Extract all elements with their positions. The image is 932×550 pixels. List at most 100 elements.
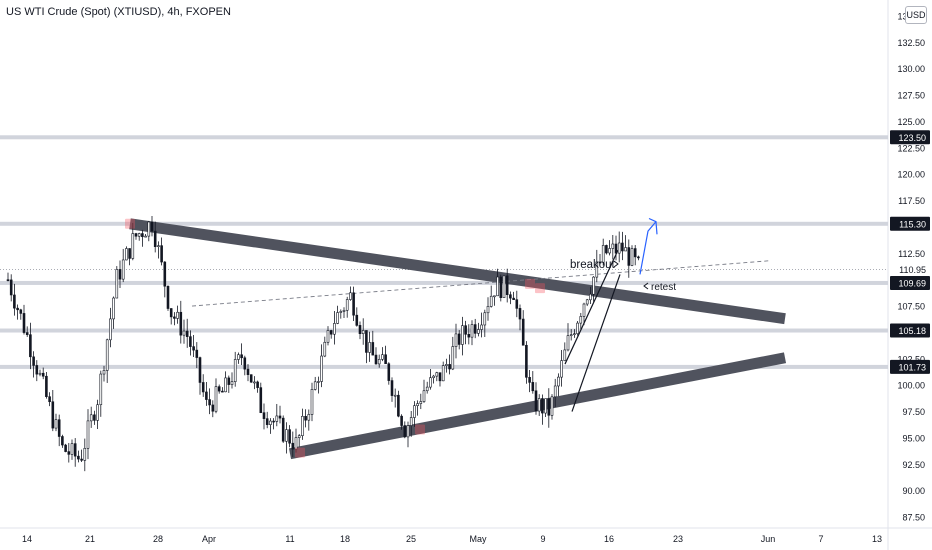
candle-body [470, 324, 474, 338]
pivot-marker [535, 283, 545, 294]
pivot-marker [295, 447, 305, 458]
candle-body [201, 382, 205, 393]
candle-body [9, 279, 13, 296]
candle-body [637, 256, 640, 259]
candle-body [496, 276, 499, 297]
candle-body [211, 404, 215, 412]
candle-body [96, 404, 99, 421]
candle-body [429, 377, 432, 388]
lower-trendline [288, 352, 787, 460]
candle-body [205, 391, 208, 400]
candle-body [105, 339, 109, 371]
candle-body [182, 330, 186, 336]
candle-body [185, 330, 189, 337]
y-tick-label: 125.00 [897, 117, 925, 127]
y-tick-label: 87.50 [902, 513, 925, 523]
candle-body [406, 425, 410, 438]
y-tick-label: 102.50 [897, 354, 925, 364]
candle-body [259, 387, 263, 413]
candle-body [342, 309, 346, 312]
price-label-box [890, 130, 930, 145]
dashed-trendline [191, 260, 771, 307]
price-label: 123.50 [898, 133, 926, 143]
price-label-box [890, 216, 930, 231]
horizontal-level-line [0, 135, 888, 140]
candle-body [77, 455, 80, 460]
candle-body [86, 420, 90, 449]
candle-body [281, 417, 285, 442]
candle-body [445, 364, 448, 366]
candle-body [57, 419, 61, 437]
candle-body [413, 405, 416, 418]
candle-body [550, 396, 554, 416]
candle-body [115, 269, 119, 299]
candle-body [352, 292, 355, 316]
candle-body [531, 382, 535, 392]
candle-body [64, 444, 67, 452]
candle-body [153, 230, 157, 247]
candle-body [67, 451, 71, 455]
candle-body [80, 458, 83, 461]
candle-body [438, 372, 442, 382]
candle-body [566, 335, 570, 351]
candle-body [70, 443, 74, 455]
y-tick-label: 112.50 [898, 249, 925, 259]
candle-body [489, 295, 493, 307]
candle-body [358, 325, 362, 334]
candle-body [150, 221, 154, 232]
candle-body [323, 341, 327, 357]
candle-body [109, 318, 112, 341]
y-tick-label: 132.50 [897, 38, 925, 48]
candle-body [461, 325, 464, 345]
candle-body [301, 416, 304, 436]
arrow-head [648, 217, 658, 235]
y-tick-label: 117.50 [898, 196, 925, 206]
candle-body [541, 398, 544, 414]
candle-body [176, 311, 179, 319]
annotation-breakout: breakout [570, 259, 616, 271]
candle-body [208, 399, 211, 406]
projection-arrow [639, 221, 657, 275]
candle-body [336, 312, 339, 324]
candle-body [371, 342, 375, 356]
candle-body [377, 358, 381, 365]
x-tick-label: 18 [340, 534, 350, 544]
candle-body [285, 429, 288, 442]
candle-body [582, 303, 586, 317]
candle-body [451, 346, 455, 370]
candle-body [598, 261, 602, 264]
price-label: 105.18 [898, 326, 926, 336]
candle-body [157, 245, 160, 247]
candle-body [317, 381, 320, 383]
candle-body [313, 381, 317, 390]
candle-body [253, 381, 256, 384]
candle-body [163, 261, 167, 287]
candle-body [589, 293, 592, 301]
candle-body [544, 398, 547, 414]
candle-body [192, 346, 195, 351]
candle-body [435, 372, 439, 377]
candle-body [54, 419, 58, 429]
candle-body [262, 412, 266, 419]
candle-body [118, 269, 122, 280]
candle-body [195, 349, 199, 358]
candle-body [326, 330, 330, 343]
price-label: 110.95 [899, 265, 926, 275]
y-tick-label: 122.50 [897, 143, 925, 153]
candle-body [320, 355, 323, 382]
candle-body [448, 364, 451, 370]
y-tick-label: 130.00 [897, 64, 925, 74]
price-label-box [890, 323, 930, 338]
candle-body [595, 261, 599, 278]
price-label-box [890, 275, 930, 290]
currency-button[interactable]: USD [905, 6, 927, 24]
candle-body [563, 349, 567, 361]
candle-body [73, 443, 77, 457]
candle-body [384, 354, 387, 365]
candle-body [16, 307, 19, 311]
y-tick-label: 107.50 [897, 302, 925, 312]
candle-body [560, 360, 563, 378]
candle-body [32, 356, 35, 366]
